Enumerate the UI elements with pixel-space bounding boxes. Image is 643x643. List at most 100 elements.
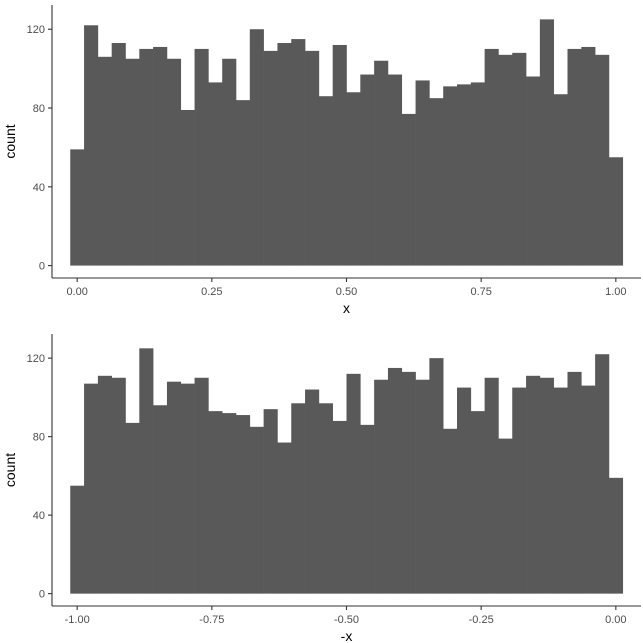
histogram-bar — [457, 387, 472, 594]
histogram-bar — [443, 428, 458, 594]
histogram-bar — [153, 405, 168, 594]
histogram-bar — [166, 381, 182, 594]
histogram-bar — [332, 44, 347, 266]
histogram-bar — [180, 383, 195, 594]
histogram-bar — [443, 86, 458, 266]
histogram-bar — [194, 377, 209, 594]
histogram-bar — [153, 46, 168, 266]
histogram-bar — [222, 58, 237, 266]
histogram-bar — [608, 477, 624, 594]
y-tick-label: 0 — [39, 589, 45, 601]
histogram-bar — [429, 98, 444, 266]
histogram-bar — [608, 157, 624, 266]
x-ticks: 0.00 0.25 0.50 0.75 1.00 — [66, 278, 627, 298]
histogram-bar — [387, 367, 403, 594]
histogram-bar — [263, 409, 278, 594]
y-tick-label: 80 — [33, 103, 45, 115]
x-tick-label: 0.75 — [470, 286, 491, 298]
histogram-bar — [401, 371, 416, 594]
histogram-bar — [581, 46, 596, 266]
histogram-bar — [484, 48, 499, 266]
histogram-bar — [139, 348, 154, 594]
histogram-bar — [457, 84, 472, 266]
histogram-bar — [387, 74, 403, 266]
histogram-bar — [360, 74, 375, 266]
histogram-bar — [318, 96, 333, 266]
y-ticks: 0 40 80 120 — [27, 353, 52, 601]
histogram-bar — [360, 424, 375, 594]
histogram-bar — [139, 48, 154, 266]
x-axis-title: x — [343, 300, 350, 316]
histogram-bar — [180, 109, 195, 266]
histogram-bar — [512, 387, 527, 594]
histogram-bar — [332, 420, 347, 594]
histogram-bar — [526, 375, 541, 594]
y-tick-label: 120 — [27, 353, 45, 365]
histogram-bar — [429, 358, 444, 594]
histogram-bar — [470, 411, 485, 594]
histogram-bar — [470, 82, 485, 266]
x-tick-label: 0.00 — [66, 286, 87, 298]
x-axis-title: -x — [341, 628, 353, 643]
y-tick-label: 120 — [27, 24, 45, 36]
histogram-bar — [498, 54, 513, 266]
histogram-bar — [595, 354, 610, 594]
histogram-bar — [318, 403, 333, 594]
histogram-bar — [208, 82, 223, 266]
histogram-bar — [208, 411, 223, 594]
histogram-bar — [97, 375, 112, 594]
bars-group — [70, 348, 624, 594]
histogram-bar — [415, 379, 430, 594]
histogram-bar — [567, 48, 582, 266]
y-ticks: 0 40 80 120 — [27, 24, 52, 273]
histogram-bar — [249, 29, 264, 266]
x-ticks: -1.00 -0.75 -0.50 -0.25 0.00 — [65, 606, 627, 626]
histogram-bar — [277, 43, 292, 266]
histogram-bar — [263, 50, 278, 266]
histogram-bar — [194, 48, 209, 266]
histogram-bar — [166, 58, 182, 266]
histogram-bar — [236, 415, 251, 594]
y-tick-label: 40 — [33, 182, 45, 194]
histogram-bar — [111, 43, 126, 266]
histogram-bar — [374, 379, 389, 594]
histogram-bar — [415, 80, 430, 266]
y-axis-title: count — [2, 124, 18, 158]
histogram-bar — [125, 58, 140, 266]
histogram-bar — [277, 442, 292, 594]
panel-neg-x-histogram: 0 40 80 120 -1.00 -0.75 -0.50 -0.25 0.00 -x cou… — [2, 334, 641, 643]
histogram-bar — [125, 422, 140, 594]
histogram-bar — [222, 413, 237, 594]
x-tick-label: -0.25 — [469, 614, 494, 626]
histogram-bar — [249, 426, 264, 594]
histogram-bar — [553, 94, 568, 266]
y-tick-label: 0 — [39, 261, 45, 273]
x-tick-label: -0.50 — [334, 614, 359, 626]
histogram-bar — [498, 438, 513, 594]
histogram-bar — [539, 377, 554, 594]
histogram-bar — [97, 56, 112, 266]
histogram-bar — [581, 385, 596, 594]
panel-x-histogram: 0 40 80 120 0.00 0.25 0.50 0.75 1.00 x count — [2, 5, 641, 316]
x-tick-label: 0.00 — [605, 614, 626, 626]
histogram-bar — [291, 403, 306, 594]
x-tick-label: -0.75 — [199, 614, 224, 626]
x-tick-label: 1.00 — [605, 286, 626, 298]
histogram-bar — [567, 371, 582, 594]
histogram-bar — [70, 149, 85, 266]
x-tick-label: 0.25 — [201, 286, 222, 298]
y-tick-label: 40 — [33, 510, 45, 522]
histogram-bar — [595, 54, 610, 266]
histogram-bar — [291, 39, 306, 266]
histogram-bar — [539, 19, 554, 266]
histogram-bar — [526, 76, 541, 266]
histogram-bar — [346, 373, 361, 594]
histogram-bar — [84, 383, 99, 594]
histogram-bar — [305, 50, 320, 266]
y-tick-label: 80 — [33, 432, 45, 444]
y-axis-title: count — [2, 453, 18, 487]
x-tick-label: -1.00 — [65, 614, 90, 626]
histogram-bar — [346, 92, 361, 266]
histogram-bar — [401, 113, 416, 266]
